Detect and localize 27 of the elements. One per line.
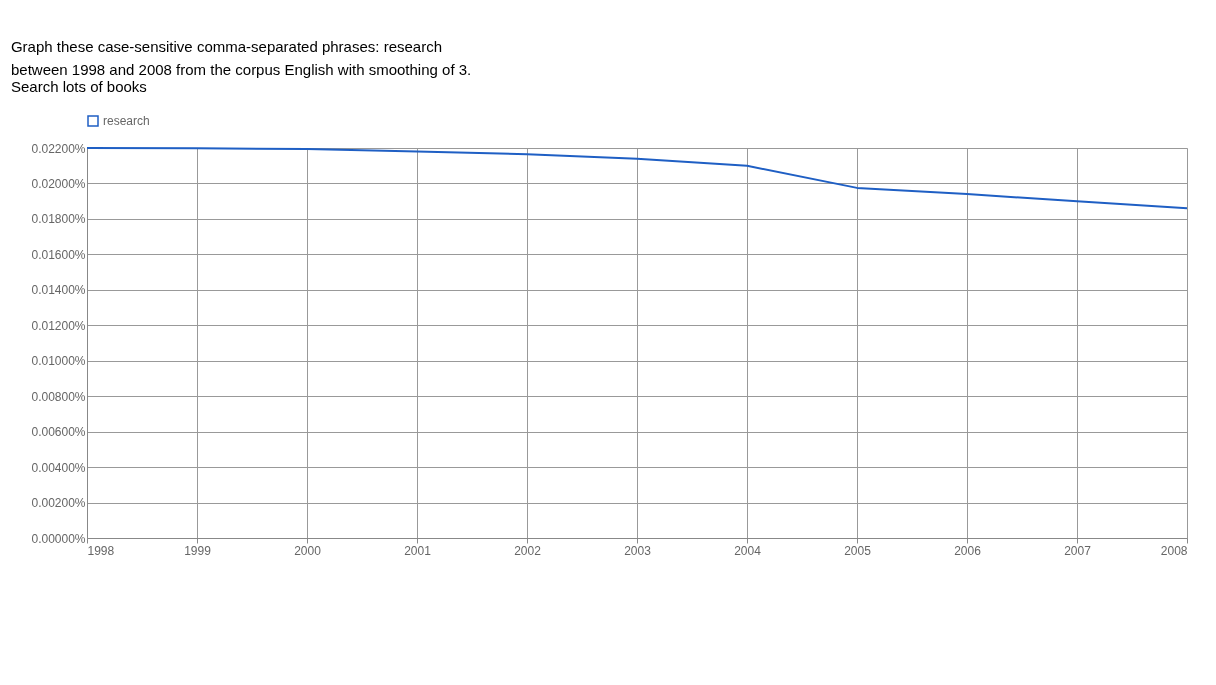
x-tick-label: 1998: [87, 543, 115, 558]
y-tick-label: 0.00000%: [31, 531, 86, 546]
text: between 1998 and 2008 from the corpus English with smoothing of 3.: [10, 61, 472, 78]
x-tick-label: 2002: [514, 543, 542, 558]
text: Search lots of books: [10, 78, 147, 95]
x-tick-label: 2006: [954, 543, 982, 558]
x-tick-label: 2001: [404, 543, 432, 558]
legend-label: research: [103, 114, 150, 128]
y-tick-label: 0.00600%: [31, 425, 86, 440]
x-tick-label: 2000: [294, 543, 322, 558]
text: Graph these case-sensitive comma-separated phrases: research: [10, 38, 442, 55]
x-tick-label: 2005: [844, 543, 872, 558]
x-tick-label: 2004: [734, 543, 762, 558]
y-tick-label: 0.01200%: [31, 318, 86, 333]
x-tick-label: 1999: [184, 543, 212, 558]
x-tick-label: 2007: [1064, 543, 1092, 558]
y-tick-label: 0.00400%: [31, 460, 86, 475]
y-tick-label: 0.02200%: [31, 141, 86, 156]
y-tick-label: 0.02000%: [31, 176, 86, 191]
y-tick-label: 0.01800%: [31, 212, 86, 227]
y-tick-label: 0.01000%: [31, 354, 86, 369]
y-tick-label: 0.01600%: [31, 247, 86, 262]
x-tick-label: 2003: [624, 543, 652, 558]
y-tick-label: 0.00800%: [31, 389, 86, 404]
y-tick-label: 0.01400%: [31, 283, 86, 298]
x-tick-label: 2008: [1160, 543, 1188, 558]
y-tick-label: 0.00200%: [31, 496, 86, 511]
